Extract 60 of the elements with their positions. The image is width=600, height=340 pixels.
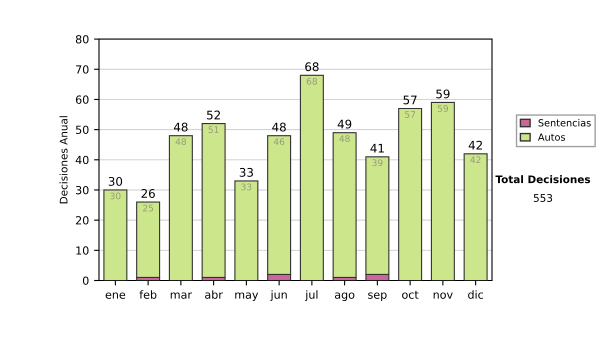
- x-tick-label: nov: [434, 292, 453, 299]
- y-tick-label: 20: [76, 216, 89, 225]
- bar: [430, 102, 455, 280]
- data-label: 48: [176, 138, 186, 146]
- total-label: 48: [174, 122, 188, 132]
- total-label: 59: [436, 89, 450, 98]
- total-label: 48: [272, 122, 286, 132]
- bar: [234, 180, 258, 280]
- total-label: 26: [141, 189, 155, 198]
- data-label: 39: [372, 159, 382, 166]
- bar: [136, 201, 160, 278]
- x-tick-label: may: [235, 292, 258, 301]
- x-tick-label: oct: [402, 290, 418, 299]
- x-tick-label: mar: [170, 292, 192, 299]
- text: 553: [534, 194, 552, 202]
- y-tick-label: 70: [76, 65, 89, 74]
- data-label: 33: [241, 183, 252, 190]
- bar: [202, 123, 226, 278]
- text: Total Decisiones: [495, 175, 590, 184]
- total-label: 68: [305, 62, 319, 72]
- x-tick-label: jun: [270, 290, 287, 301]
- bar: [300, 74, 324, 280]
- bar: [332, 132, 357, 278]
- y-tick-label: 80: [76, 35, 89, 44]
- data-label: 46: [274, 138, 284, 146]
- bar: [464, 153, 488, 280]
- x-tick-label: abr: [205, 290, 223, 299]
- legend-label: Sentencias: [538, 118, 591, 127]
- data-label: 25: [143, 204, 154, 212]
- x-tick-label: ene: [106, 292, 126, 299]
- x-tick-label: jul: [305, 290, 318, 301]
- bar: [398, 108, 422, 280]
- y-tick-label: 60: [76, 95, 89, 104]
- data-label: 30: [110, 192, 121, 200]
- data-label: 59: [438, 105, 448, 112]
- total-label: 30: [108, 176, 122, 186]
- data-label: 68: [306, 78, 317, 85]
- y-tick-label: 40: [76, 156, 89, 164]
- bar: [168, 135, 193, 280]
- data-label: 48: [339, 135, 350, 142]
- total-label: 49: [338, 120, 352, 129]
- legend-label: Autos: [538, 134, 566, 141]
- data-label: 42: [470, 156, 480, 164]
- total-label: 57: [404, 96, 417, 104]
- data-label: 57: [405, 111, 416, 118]
- x-tick-label: ago: [334, 292, 354, 301]
- total-label: 33: [240, 168, 253, 177]
- x-tick-label: dic: [468, 290, 484, 299]
- x-tick-label: feb: [139, 290, 156, 299]
- total-label: 52: [207, 110, 220, 120]
- y-tick-label: 30: [76, 186, 89, 194]
- y-axis-title: Decisiones Anual: [60, 116, 68, 204]
- total-label: 42: [468, 140, 482, 150]
- y-tick-label: 0: [82, 276, 89, 285]
- data-label: 51: [208, 126, 219, 133]
- total-label: 41: [370, 144, 384, 153]
- bar: [103, 189, 128, 280]
- y-tick-label: 50: [76, 126, 89, 134]
- x-tick-label: sep: [368, 292, 387, 301]
- y-tick-label: 10: [76, 246, 89, 255]
